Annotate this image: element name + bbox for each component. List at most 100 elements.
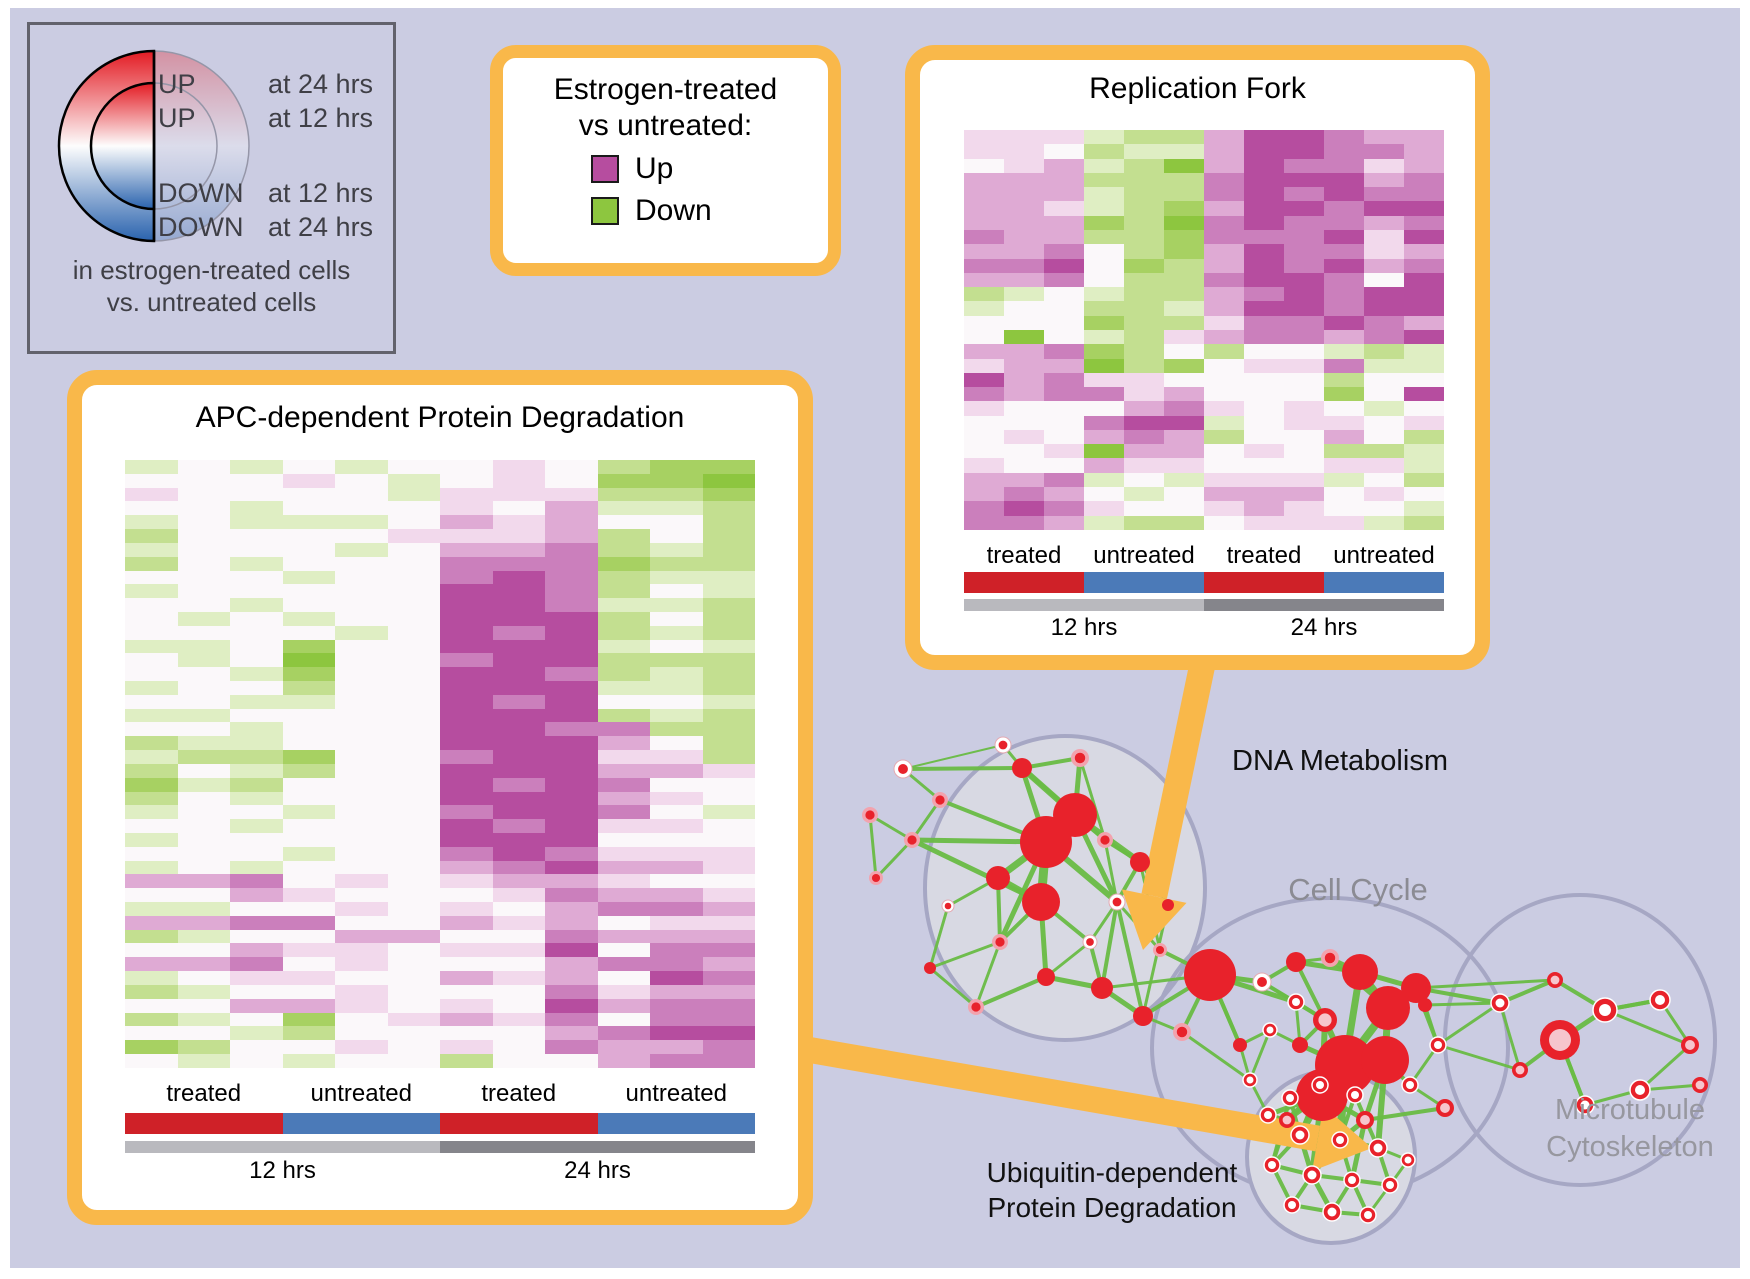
ubiquitin-label-line1: Ubiquitin-dependent <box>986 1157 1238 1188</box>
heatmap-cell <box>282 971 335 985</box>
heatmap-cell <box>1284 501 1324 516</box>
heatmap-row <box>964 444 1444 459</box>
heatmap-cell <box>650 460 703 474</box>
heatmap-cell <box>597 971 650 985</box>
network-edge <box>1414 978 1557 990</box>
heatmap-cell <box>650 722 703 737</box>
heatmap-cell <box>1204 487 1244 502</box>
heatmap-cell <box>387 501 440 516</box>
heatmap-cell <box>702 860 755 875</box>
replication-fork-heatmap <box>964 130 1444 530</box>
heatmap-cell <box>702 611 755 626</box>
heatmap-cell <box>1404 201 1444 216</box>
heatmap-row <box>964 315 1444 330</box>
heatmap-cell <box>387 915 440 930</box>
heatmap-cell <box>440 598 493 612</box>
heatmap-cell <box>177 667 230 681</box>
heatmap-cell <box>125 556 178 571</box>
heatmap-cell <box>125 473 178 488</box>
heatmap-cell <box>1204 244 1244 259</box>
heatmap-cell <box>1044 387 1084 402</box>
heatmap-cell <box>335 501 388 516</box>
heatmap-cell <box>702 736 755 751</box>
heatmap-cell <box>702 667 755 681</box>
heatmap-cell <box>1044 401 1084 416</box>
heatmap-cell <box>1204 444 1244 459</box>
heatmap-cell <box>335 611 388 626</box>
heatmap-cell <box>1084 501 1124 516</box>
updown-key-box: Estrogen-treated vs untreated: Up Down <box>490 45 841 276</box>
heatmap-cell <box>1204 215 1244 230</box>
heatmap-cell <box>545 570 598 585</box>
heatmap-row <box>125 722 755 737</box>
heatmap-cell <box>1404 458 1444 473</box>
heatmap-cell <box>1164 344 1204 359</box>
heatmap-cell <box>492 487 545 502</box>
heatmap-cell <box>650 874 703 889</box>
key-title-line2: vs untreated: <box>578 109 753 142</box>
heatmap-cell <box>1164 444 1204 459</box>
heatmap-cell <box>125 625 178 640</box>
heatmap-cell <box>1364 358 1404 373</box>
heatmap-cell <box>230 750 283 764</box>
heatmap-cell <box>125 846 178 861</box>
heatmap-cell <box>440 653 493 668</box>
time-bar-12hrs <box>125 1141 440 1153</box>
heatmap-cell <box>282 888 335 902</box>
network-node-core <box>1386 1181 1394 1189</box>
heatmap-cell <box>1124 301 1164 316</box>
heatmap-cell <box>702 1040 755 1054</box>
heatmap-cell <box>125 570 178 585</box>
heatmap-cell <box>230 667 283 681</box>
heatmap-cell <box>335 874 388 889</box>
heatmap-cell <box>230 694 283 709</box>
heatmap-cell <box>1044 215 1084 230</box>
heatmap-cell <box>282 846 335 861</box>
rf-time-bar <box>964 599 1444 611</box>
network-edge <box>928 966 978 1009</box>
heatmap-cell <box>387 1012 440 1027</box>
heatmap-cell <box>702 1026 755 1041</box>
heatmap-cell <box>177 1026 230 1041</box>
heatmap-cell <box>1364 272 1404 288</box>
heatmap-cell <box>440 570 493 585</box>
heatmap-cell <box>1244 287 1284 302</box>
network-node-core <box>1635 1085 1645 1095</box>
heatmap-cell <box>1004 315 1044 330</box>
heatmap-cell <box>1284 358 1324 373</box>
heatmap-cell <box>387 860 440 875</box>
heatmap-cell <box>1324 258 1364 273</box>
heatmap-cell <box>702 971 755 985</box>
heatmap-cell <box>1244 158 1284 173</box>
heatmap-cell <box>545 529 598 543</box>
heatmap-row <box>125 570 755 585</box>
heatmap-cell <box>545 515 598 530</box>
heatmap-cell <box>1124 187 1164 202</box>
heatmap-cell <box>335 667 388 681</box>
heatmap-cell <box>1124 358 1164 373</box>
heatmap-cell <box>964 172 1004 188</box>
heatmap-cell <box>545 681 598 695</box>
network-node <box>1286 952 1306 972</box>
heatmap-cell <box>1044 501 1084 516</box>
heatmap-cell <box>545 460 598 474</box>
heatmap-cell <box>387 598 440 612</box>
heatmap-cell <box>597 473 650 488</box>
heatmap-cell <box>1044 187 1084 202</box>
heatmap-cell <box>282 943 335 958</box>
heatmap-cell <box>597 487 650 502</box>
heatmap-cell <box>387 487 440 502</box>
heatmap-cell <box>1284 444 1324 459</box>
heatmap-cell <box>597 1026 650 1041</box>
heatmap-row <box>125 957 755 972</box>
heatmap-cell <box>440 819 493 833</box>
heatmap-cell <box>597 681 650 695</box>
heatmap-cell <box>125 957 178 972</box>
heatmap-cell <box>282 819 335 833</box>
heatmap-cell <box>1164 172 1204 188</box>
heatmap-cell <box>282 1053 335 1068</box>
network-node <box>1162 899 1174 911</box>
heatmap-cell <box>177 819 230 833</box>
apc-group-label-2: untreated <box>310 1080 412 1107</box>
